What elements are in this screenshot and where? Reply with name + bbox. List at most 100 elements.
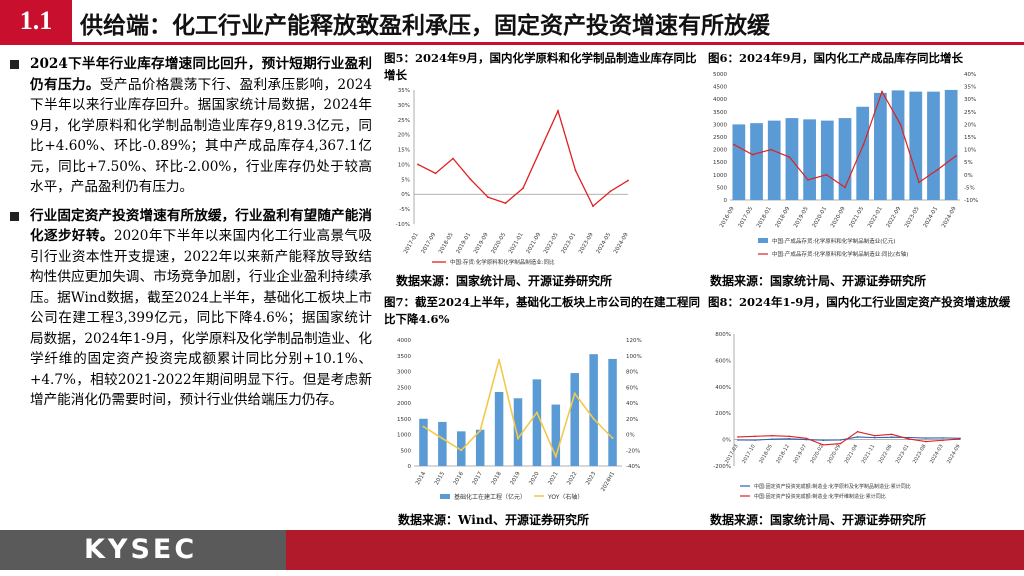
data-point [487,196,489,199]
chart-fig7: 0 500 1000 1500 2000 2500 3000 3500 4000 -40% -20%… [397,338,642,501]
y-tick-label: 4500 [713,85,727,91]
y-tick-label: 600% [715,358,731,364]
y2-tick-label: 25% [964,110,976,116]
data-point [873,436,876,439]
x-tick-label: 2020-09 [830,206,847,229]
data-point [942,437,944,439]
data-point [788,156,791,159]
y2-tick-label: -20% [626,448,640,454]
series-line-inventory-yoy [417,108,629,208]
data-point [856,436,859,438]
y-tick-label: 0% [401,192,410,198]
legend-label-a: 中国:固定资产投资完成额:制造业:化学原料及化学制品制造业:累计同比 [754,483,911,490]
y-tick-label: 5000 [713,72,727,78]
y-tick-label: 1000 [713,173,727,179]
y-tick-label: -200% [713,464,731,470]
y-tick-label: 5% [401,177,410,183]
data-point [627,179,629,182]
data-point [788,435,791,438]
x-tick-label: 2020-05 [491,232,508,255]
data-point [907,438,910,440]
y-tick-label: 400% [715,385,731,391]
y2-tick-label: -5% [964,185,975,191]
bar-construction [494,391,504,466]
y-tick-label: 3000 [397,370,411,376]
y-tick-label: 1500 [713,160,727,166]
x-tick-label: 2024-03 [929,444,945,465]
bar-construction [513,398,523,466]
bar-inventory [944,89,958,200]
left-text-column: 2024下半年行业库存增速同比回升，预计短期行业盈利仍有压力。受产品价格震荡下行… [10,54,372,411]
x-tick-label: 2024-09 [941,206,958,229]
bar-construction [457,431,466,466]
x-tick-label: 2018-09 [775,206,792,229]
y2-tick-label: 120% [626,338,642,344]
y2-tick-label: 15% [964,135,976,141]
data-point [469,178,472,181]
data-point [754,439,756,441]
y-tick-label: 2000 [397,401,411,407]
section-number: 1.1 [0,0,72,42]
data-point [733,143,735,146]
data-point [805,437,808,440]
x-tick-label: 2016-09 [719,206,736,229]
data-point [856,430,859,433]
data-point [788,438,791,440]
data-point [925,440,927,443]
bullet-paragraph-investment: 行业固定资产投资增速有所放缓，行业盈利有望随产能消化逐步好转。2020年下半年以… [10,206,372,411]
legend-label-bar: 中国:产成品存货:化学原料和化学制品制造业(亿元) [772,237,896,245]
x-tick-label: 2017-03 [724,444,740,465]
data-point [517,437,519,440]
bar-inventory [856,106,870,200]
data-point [825,173,828,176]
data-point [498,358,501,361]
header-rule [0,42,1024,45]
data-point [771,438,773,441]
y2-tick-label: 60% [626,385,638,391]
bar-inventory [750,123,763,200]
x-tick-label: 2023-01 [895,444,911,465]
y-tick-label: 4000 [713,97,727,103]
x-tick-label: 2024-09 [946,444,962,465]
y-tick-label: -10% [396,222,410,228]
y2-tick-label: 100% [626,354,642,360]
bullet-paragraph-inventory: 2024下半年行业库存增速同比回升，预计短期行业盈利仍有压力。受产品价格震荡下行… [10,54,372,198]
y-tick-label: 1500 [397,417,411,423]
x-tick-label: 2020-01 [812,206,829,229]
x-tick-label: 2021-09 [526,232,543,255]
x-tick-label: 2021-04 [844,444,860,465]
data-point [907,436,910,439]
y-tick-label: 2500 [713,135,727,141]
footer-logo-background [0,530,286,570]
data-point [805,438,808,441]
data-point [881,90,883,93]
y-tick-label: 500 [717,185,728,191]
x-tick-label: 2022 [566,471,578,486]
data-point [862,143,865,146]
x-tick-label: 2023-09 [578,232,595,255]
bar-construction [419,418,428,466]
data-point [839,442,842,445]
y-tick-label: 4000 [397,338,411,344]
x-tick-label: 2020 [528,471,540,487]
y-tick-label: 3000 [713,122,727,128]
y-tick-label: 0 [408,464,412,470]
y-tick-label: 35% [398,88,410,94]
y2-tick-label: 40% [964,72,976,78]
x-tick-label: 2018-05 [758,444,774,465]
data-point [535,411,538,414]
data-point [918,181,920,184]
data-point [592,205,594,208]
x-tick-label: 2024-01 [923,206,940,229]
data-point [936,168,939,171]
y-tick-label: 500 [401,448,412,454]
x-tick-label: 2023-05 [904,206,921,229]
legend-swatch-bar [758,238,768,243]
x-tick-label: 2024-09 [613,232,630,255]
data-point [822,444,825,446]
figure-8-title: 图8：2024年1-9月，国内化工行业固定资产投资增速放缓 [708,295,1011,309]
figure-6-title: 图6：2024年9月，国内化工产成品库存同比增长 [708,51,964,65]
x-tick-label: 2024H1 [600,471,616,493]
y2-tick-label: 20% [626,417,638,423]
x-tick-label: 2023-08 [912,444,928,465]
